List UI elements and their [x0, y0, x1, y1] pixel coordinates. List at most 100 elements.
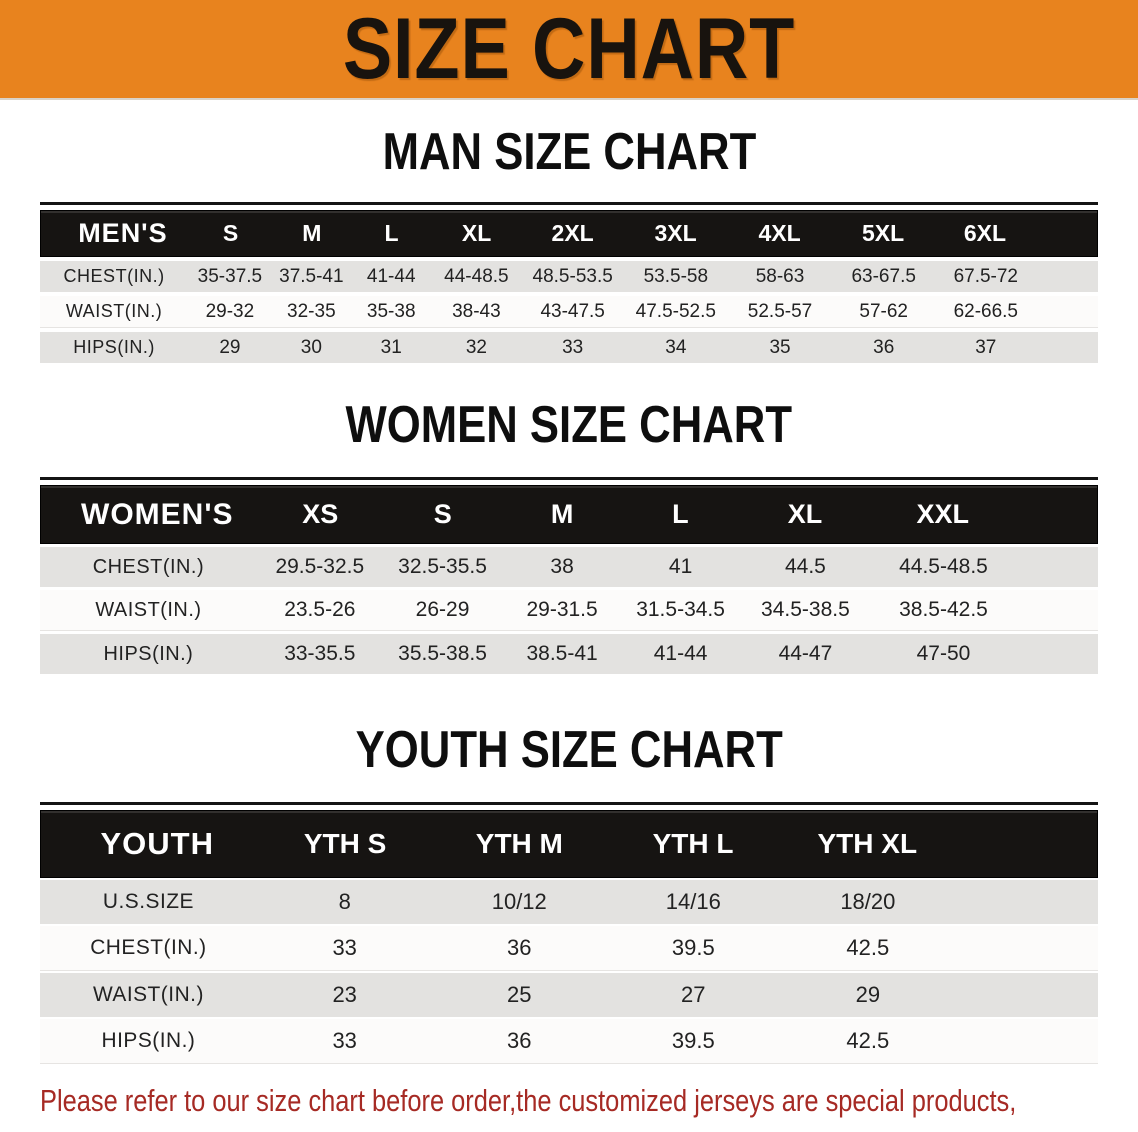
women-row-label-1: WAIST(IN.)	[95, 598, 202, 621]
women-cell-2-5: 47-50	[916, 642, 971, 665]
men-cell-1-0: 29-32	[205, 300, 255, 322]
men-cell-2-8: 37	[975, 336, 997, 358]
men-column-header-4xl: 4XL	[758, 220, 801, 246]
men-row-label-2: HIPS(IN.)	[73, 337, 155, 357]
women-table-row-hips-in.-: HIPS(IN.) 33-35.5 35.5-38.5 38.5-41 41-44 44-…	[40, 634, 1098, 674]
youth-cell-1-1: 36	[507, 935, 532, 960]
men-cell-2-0: 29	[219, 336, 241, 358]
youth-heading: YOUTH SIZE CHART	[0, 724, 1138, 786]
women-cell-2-2: 38.5-41	[526, 642, 598, 665]
youth-column-header-yth-m: YTH M	[475, 828, 563, 859]
youth-column-header-yth-l: YTH L	[652, 828, 734, 859]
women-cell-1-5: 38.5-42.5	[899, 598, 988, 621]
men-cell-2-1: 30	[300, 336, 322, 358]
women-cell-0-5: 44.5-48.5	[899, 555, 988, 578]
banner: SIZE CHART	[0, 0, 1138, 98]
women-size-section: WOMEN SIZE CHART WOMEN'S XS S M L XL XXL CHEST(I…	[0, 399, 1138, 674]
men-header-label: MEN'S	[78, 218, 168, 248]
men-cell-0-4: 48.5-53.5	[532, 265, 613, 287]
men-cell-2-6: 35	[769, 336, 791, 358]
men-cell-0-7: 63-67.5	[851, 265, 916, 287]
men-column-header-5xl: 5XL	[861, 220, 905, 246]
men-heading-text: MAN SIZE CHART	[382, 123, 756, 181]
youth-row-label-0: U.S.SIZE	[102, 890, 194, 913]
youth-size-table: YOUTH YTH S YTH M YTH L YTH XL U.S.SIZE 8 10/12…	[40, 810, 1098, 1064]
men-cell-2-5: 34	[665, 336, 687, 358]
men-cell-1-7: 57-62	[859, 300, 908, 322]
men-row-label-1: WAIST(IN.)	[65, 301, 163, 321]
youth-cell-2-0: 23	[332, 982, 357, 1007]
women-cell-2-3: 41-44	[653, 642, 708, 665]
youth-row-label-2: WAIST(IN.)	[92, 983, 204, 1006]
youth-column-header-yth-xl: YTH XL	[817, 828, 918, 859]
women-cell-1-0: 23.5-26	[284, 598, 356, 621]
men-column-header-3xl: 3XL	[654, 220, 697, 246]
women-cell-1-3: 31.5-34.5	[636, 598, 725, 621]
disclaimer: Please refer to our size chart before or…	[40, 1078, 1138, 1132]
women-column-header-l: L	[672, 499, 689, 529]
youth-cell-2-1: 25	[507, 982, 532, 1007]
men-cell-0-0: 35-37.5	[197, 265, 263, 287]
men-cell-2-3: 32	[465, 336, 487, 358]
women-size-table: WOMEN'S XS S M L XL XXL CHEST(IN.) 29.5-32.5 32.5…	[40, 485, 1098, 674]
youth-row-label-1: CHEST(IN.)	[90, 936, 207, 959]
youth-cell-2-2: 27	[681, 982, 706, 1007]
youth-table-row-chest-in.-: CHEST(IN.) 33 36 39.5 42.5	[40, 926, 1098, 971]
youth-heading-text: YOUTH SIZE CHART	[355, 721, 783, 779]
banner-title: SIZE CHART	[342, 1, 796, 97]
women-column-header-s: S	[433, 499, 452, 529]
disclaimer-line-1-text: Please refer to our size chart before or…	[40, 1083, 1017, 1118]
women-table-header: WOMEN'S XS S M L XL XXL	[40, 485, 1098, 544]
women-header-label: WOMEN'S	[81, 497, 234, 531]
youth-cell-0-0: 8	[338, 889, 351, 914]
youth-cell-0-3: 18/20	[840, 889, 896, 914]
men-column-header-2xl: 2XL	[551, 220, 594, 246]
women-cell-1-1: 26-29	[415, 598, 470, 621]
men-heading: MAN SIZE CHART	[0, 126, 1138, 188]
men-cell-1-2: 35-38	[366, 300, 416, 322]
youth-cell-1-0: 33	[332, 935, 357, 960]
men-column-header-l: L	[384, 220, 399, 246]
youth-cell-1-3: 42.5	[846, 935, 890, 960]
men-size-section: MAN SIZE CHART MEN'S S M L XL 2XL 3XL 4XL 5XL 6XL C…	[0, 126, 1138, 363]
women-cell-2-1: 35.5-38.5	[398, 642, 487, 665]
men-column-header-xl: XL	[461, 220, 492, 246]
women-cell-0-3: 41	[668, 555, 693, 578]
men-column-header-m: M	[302, 220, 322, 246]
youth-cell-1-2: 39.5	[671, 935, 715, 960]
disclaimer-line-1: Please refer to our size chart before or…	[40, 1078, 1138, 1129]
women-cell-0-1: 32.5-35.5	[398, 555, 487, 578]
women-cell-2-0: 33-35.5	[284, 642, 356, 665]
men-cell-0-6: 58-63	[755, 265, 805, 287]
youth-size-section: YOUTH SIZE CHART YOUTH YTH S YTH M YTH L YTH …	[0, 724, 1138, 1064]
youth-table-header: YOUTH YTH S YTH M YTH L YTH XL	[40, 810, 1098, 878]
youth-header-label: YOUTH	[100, 826, 214, 861]
youth-table-row-u.s.size: U.S.SIZE 8 10/12 14/16 18/20	[40, 880, 1098, 924]
youth-row-label-3: HIPS(IN.)	[101, 1029, 196, 1052]
men-cell-1-4: 43-47.5	[540, 300, 605, 322]
men-cell-2-2: 31	[380, 336, 402, 358]
women-column-header-m: M	[550, 499, 574, 529]
men-cell-0-1: 37.5-41	[279, 265, 344, 287]
men-cell-2-7: 36	[873, 336, 895, 358]
youth-cell-2-3: 29	[855, 982, 881, 1007]
women-cell-1-2: 29-31.5	[526, 598, 598, 621]
youth-cell-3-2: 39.5	[671, 1028, 715, 1053]
youth-cell-3-0: 33	[332, 1028, 357, 1053]
women-table-row-chest-in.-: CHEST(IN.) 29.5-32.5 32.5-35.5 38 41 44.5 44.5…	[40, 547, 1098, 587]
youth-cell-3-3: 42.5	[846, 1028, 890, 1053]
youth-cell-3-1: 36	[507, 1028, 532, 1053]
women-column-header-xs: XS	[302, 499, 339, 529]
men-table-header: MEN'S S M L XL 2XL 3XL 4XL 5XL 6XL	[40, 210, 1098, 257]
women-column-header-xxl: XXL	[916, 499, 970, 529]
women-heading: WOMEN SIZE CHART	[0, 399, 1138, 461]
women-cell-0-2: 38	[550, 555, 574, 578]
youth-cell-0-2: 14/16	[665, 889, 721, 914]
youth-column-header-yth-s: YTH S	[303, 828, 387, 859]
men-cell-2-4: 33	[562, 336, 584, 358]
women-cell-0-0: 29.5-32.5	[275, 555, 365, 578]
men-size-table: MEN'S S M L XL 2XL 3XL 4XL 5XL 6XL CHEST(IN.) 35-37…	[40, 210, 1098, 363]
women-table-row-waist-in.-: WAIST(IN.) 23.5-26 26-29 29-31.5 31.5-34.5 34…	[40, 590, 1098, 631]
men-cell-1-8: 62-66.5	[953, 300, 1019, 322]
